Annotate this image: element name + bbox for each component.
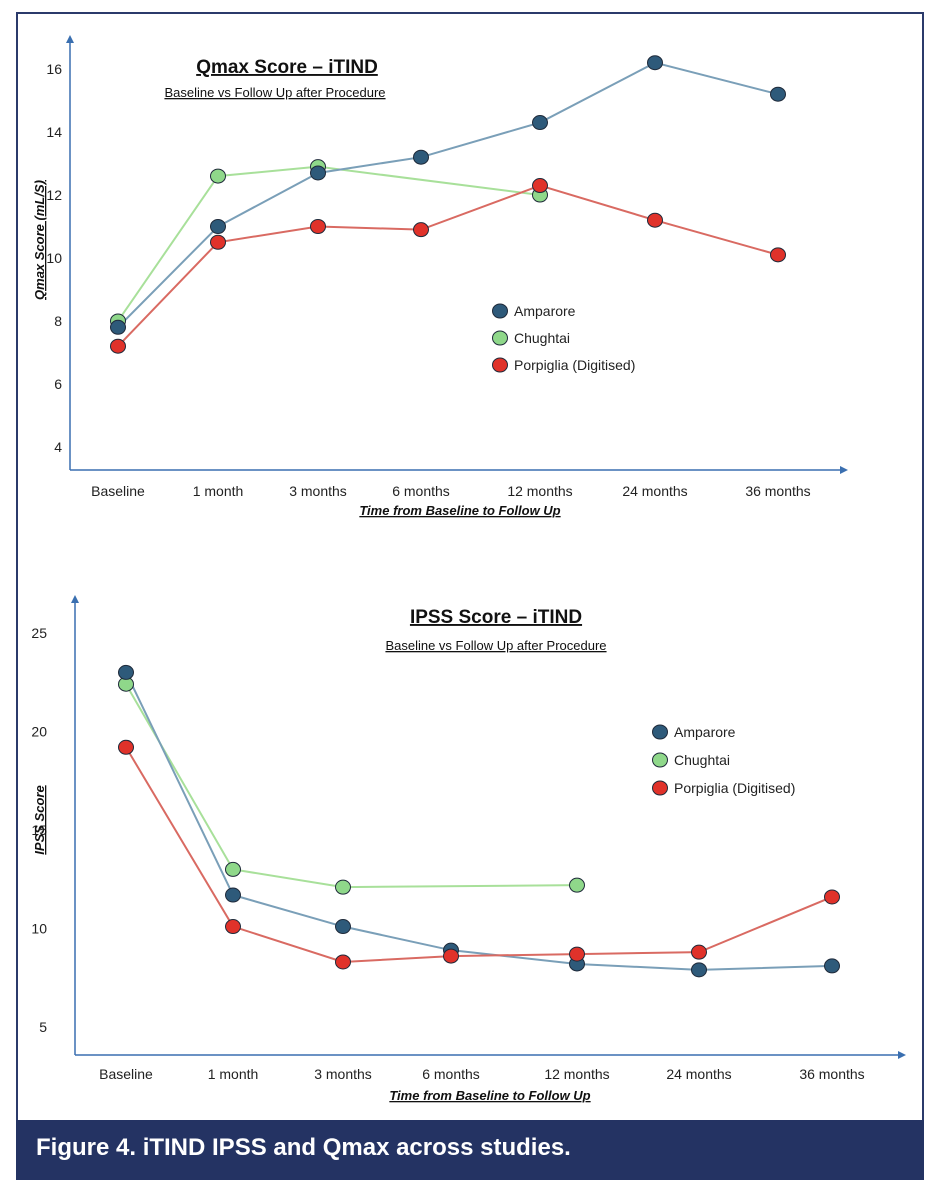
qmax-y-tick-label: 10 xyxy=(46,250,62,266)
qmax-x-tick-label: 3 months xyxy=(289,483,347,499)
ipss-point-porpiglia-digitised xyxy=(691,944,707,960)
ipss-point-porpiglia-digitised xyxy=(118,739,134,755)
qmax-chart-subtitle: Baseline vs Follow Up after Procedure xyxy=(164,85,385,100)
qmax-y-tick-label: 8 xyxy=(54,313,62,329)
qmax-point-amparore xyxy=(770,86,786,102)
qmax-x-tick-label: 24 months xyxy=(622,483,687,499)
ipss-x-tick-label: 6 months xyxy=(422,1066,480,1082)
ipss-y-tick-label: 5 xyxy=(39,1019,47,1035)
ipss-x-axis-arrow xyxy=(898,1051,906,1059)
qmax-legend-label-amparore: Amparore xyxy=(514,303,576,319)
ipss-y-axis-label: IPSS Score xyxy=(32,785,47,854)
ipss-point-porpiglia-digitised xyxy=(335,954,351,970)
qmax-y-tick-label: 6 xyxy=(54,376,62,392)
figure-frame xyxy=(16,12,924,1180)
ipss-x-tick-label: 36 months xyxy=(799,1066,864,1082)
qmax-x-tick-label: Baseline xyxy=(91,483,145,499)
chart-qmax: 4 6 8 10 12 14 16 Baseline 1 month 3 months 6 mont… xyxy=(32,35,848,518)
qmax-y-tick-label: 14 xyxy=(46,124,62,140)
ipss-point-amparore xyxy=(335,919,351,935)
caption-bar: Figure 4. iTIND IPSS and Qmax across stu… xyxy=(16,1120,924,1180)
qmax-point-amparore xyxy=(413,149,429,165)
qmax-y-tick-label: 4 xyxy=(54,439,62,455)
ipss-y-axis-arrow xyxy=(71,595,79,603)
ipss-legend-marker-porpiglia-digitised xyxy=(652,780,668,796)
chart-ipss: 5 10 15 20 25 Baseline 1 month 3 months 6 months… xyxy=(31,595,906,1103)
qmax-point-amparore xyxy=(110,319,126,335)
qmax-x-tick-label: 12 months xyxy=(507,483,572,499)
qmax-point-porpiglia-digitised xyxy=(532,178,548,194)
ipss-x-tick-label: 12 months xyxy=(544,1066,609,1082)
ipss-point-chughtai xyxy=(225,861,241,877)
qmax-y-axis-label: Qmax Score (mL/S) xyxy=(32,180,47,300)
ipss-x-tick-label: 1 month xyxy=(208,1066,259,1082)
ipss-legend-marker-chughtai xyxy=(652,752,668,768)
qmax-point-amparore xyxy=(210,219,226,234)
ipss-chart-subtitle: Baseline vs Follow Up after Procedure xyxy=(385,638,606,653)
ipss-point-amparore xyxy=(691,962,707,978)
ipss-point-amparore xyxy=(118,664,134,680)
ipss-legend-marker-amparore xyxy=(652,724,668,740)
qmax-legend-marker-amparore xyxy=(492,303,508,319)
ipss-point-amparore xyxy=(225,887,241,903)
ipss-point-chughtai xyxy=(335,879,351,895)
qmax-point-porpiglia-digitised xyxy=(210,234,226,250)
qmax-series-line-amparore xyxy=(117,61,779,329)
qmax-legend-marker-chughtai xyxy=(492,330,508,346)
ipss-legend-label-amparore: Amparore xyxy=(674,724,736,740)
qmax-y-axis-arrow xyxy=(66,35,74,43)
qmax-point-amparore xyxy=(532,115,548,131)
ipss-legend-label-porpiglia-digitised: Porpiglia (Digitised) xyxy=(674,780,795,796)
qmax-x-axis-arrow xyxy=(840,466,848,474)
ipss-x-axis-label: Time from Baseline to Follow Up xyxy=(389,1088,590,1103)
ipss-point-porpiglia-digitised xyxy=(824,889,840,905)
qmax-legend-label-porpiglia-digitised: Porpiglia (Digitised) xyxy=(514,357,635,373)
qmax-y-tick-label: 12 xyxy=(46,187,62,203)
qmax-legend-marker-porpiglia-digitised xyxy=(492,357,508,373)
qmax-point-amparore xyxy=(310,165,326,181)
qmax-x-tick-label: 6 months xyxy=(392,483,450,499)
ipss-y-tick-label: 25 xyxy=(31,625,47,641)
ipss-y-tick-label: 15 xyxy=(31,822,47,838)
ipss-point-chughtai xyxy=(569,877,585,893)
ipss-legend-label-chughtai: Chughtai xyxy=(674,752,730,768)
ipss-y-tick-label: 20 xyxy=(31,724,47,740)
ipss-x-tick-label: 24 months xyxy=(666,1066,731,1082)
ipss-x-tick-label: Baseline xyxy=(99,1066,153,1082)
qmax-y-tick-label: 16 xyxy=(46,61,62,77)
ipss-chart-title: IPSS Score – iTIND xyxy=(410,607,582,628)
figure-caption: Figure 4. iTIND IPSS and Qmax across stu… xyxy=(36,1134,571,1161)
qmax-point-porpiglia-digitised xyxy=(110,338,126,354)
qmax-x-tick-label: 36 months xyxy=(745,483,810,499)
ipss-series-line-chughtai xyxy=(125,683,578,889)
ipss-x-tick-label: 3 months xyxy=(314,1066,372,1082)
qmax-point-porpiglia-digitised xyxy=(770,247,786,263)
qmax-series-line-porpiglia-digitised xyxy=(117,184,779,347)
qmax-point-amparore xyxy=(647,55,663,71)
qmax-chart-title: Qmax Score – iTIND xyxy=(196,57,378,78)
qmax-series-line-chughtai xyxy=(117,165,541,322)
qmax-legend-label-chughtai: Chughtai xyxy=(514,330,570,346)
ipss-point-amparore xyxy=(824,958,840,974)
qmax-point-chughtai xyxy=(210,168,226,184)
qmax-point-porpiglia-digitised xyxy=(310,219,326,234)
qmax-x-axis-label: Time from Baseline to Follow Up xyxy=(359,503,560,518)
ipss-point-porpiglia-digitised xyxy=(225,919,241,935)
ipss-y-tick-label: 10 xyxy=(31,921,47,937)
qmax-x-tick-label: 1 month xyxy=(193,483,244,499)
qmax-point-porpiglia-digitised xyxy=(647,212,663,228)
qmax-point-porpiglia-digitised xyxy=(413,222,429,238)
ipss-point-porpiglia-digitised xyxy=(443,948,459,964)
ipss-point-porpiglia-digitised xyxy=(569,946,585,962)
